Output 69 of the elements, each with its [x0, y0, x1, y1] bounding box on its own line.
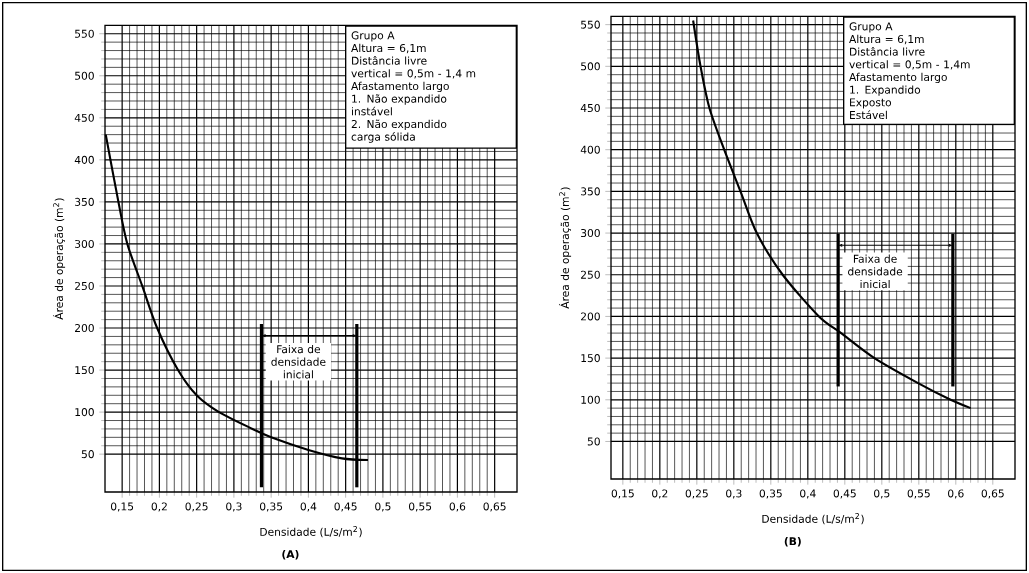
y-tick-label: 350: [75, 197, 94, 206]
annotation: Afastamento largo: [849, 72, 947, 84]
annotation: Altura = 6,1m: [849, 34, 924, 45]
x-tick-label: 0,2: [151, 502, 167, 512]
x-tick-label: 0,2: [652, 489, 668, 499]
y-tick-label: 150: [581, 354, 600, 363]
x-tick-label: 0,35: [759, 489, 782, 499]
x-tick-label: 0,55: [907, 489, 930, 499]
x-tick-label: 0,65: [483, 502, 506, 512]
text: (B): [784, 537, 801, 547]
annotation: vertical = 0,5m - 1,4 m: [351, 69, 476, 79]
y-tick-label: 50: [81, 450, 94, 459]
x-tick-label: 0,5: [874, 489, 890, 499]
y-tick-label: 400: [580, 145, 600, 154]
y-tick-label: 100: [75, 408, 94, 417]
x-tick-label: 0,45: [833, 489, 856, 499]
annotation: Distância livre: [352, 56, 427, 65]
y-axis-title: Área de operação (m$^{2}$): [52, 198, 66, 320]
annotation: Afastamento largo: [351, 81, 449, 93]
y-tick-label: 500: [75, 71, 94, 80]
x-axis-title: Densidade (L/s/m$^{2}$): [260, 526, 362, 538]
x-tick-label: 0,55: [408, 502, 432, 512]
x-tick-label: 0,25: [685, 489, 708, 499]
annotation: Altura = 6,1m: [351, 43, 426, 54]
x-tick-label: 0,3: [226, 502, 242, 512]
annotation: 2. Não expandido: [351, 119, 447, 131]
annotation: Exposto: [850, 98, 892, 109]
x-tick-label: 0,3: [726, 489, 742, 499]
x-tick-label: 0,25: [185, 502, 208, 512]
y-tick-label: 50: [587, 437, 600, 446]
y-tick-label: 200: [75, 323, 94, 333]
annotation: 1. Não expandido: [352, 94, 447, 105]
x-tick-label: 0,45: [334, 502, 357, 512]
x-tick-label: 0,6: [948, 489, 964, 499]
annotation: vertical = 0,5m - 1,4m: [849, 60, 970, 70]
annotation: carga sólida: [351, 132, 415, 143]
x-tick-label: 0,15: [611, 489, 634, 499]
y-tick-label: 200: [581, 312, 600, 321]
y-tick-label: 100: [581, 395, 600, 404]
x-tick-label: 0,15: [110, 502, 134, 512]
annotation: Estável: [850, 110, 887, 120]
y-tick-label: 300: [75, 239, 94, 248]
annotation: Grupo A: [849, 22, 893, 33]
x-tick-label: 0,5: [375, 502, 391, 512]
ref-line-label: Faixa de densidade inicial: [848, 254, 903, 289]
x-axis-title: Densidade (L/s/m$^{2}$): [762, 513, 864, 525]
y-tick-label: 550: [581, 20, 600, 29]
x-tick-label: 0,4: [300, 502, 317, 512]
x-tick-label: 0,35: [259, 502, 283, 512]
y-axis-title: Área de operação (m$^{2}$): [558, 187, 572, 309]
x-tick-label: 0,4: [800, 489, 816, 499]
y-tick-label: 450: [580, 103, 600, 113]
text: (A): [282, 550, 299, 560]
y-tick-label: 150: [75, 366, 94, 375]
y-tick-label: 300: [581, 229, 600, 238]
annotation: Distância livre: [850, 47, 925, 56]
y-tick-label: 250: [75, 281, 94, 291]
y-tick-label: 350: [581, 187, 600, 196]
ref-line-label: Faixa de densidade inicial: [271, 344, 326, 379]
y-tick-label: 500: [581, 62, 600, 71]
y-tick-label: 400: [74, 155, 94, 164]
annotation: Grupo A: [351, 31, 395, 42]
y-tick-label: 250: [581, 270, 600, 279]
annotation: instável: [352, 106, 392, 116]
annotation: 1. Expandido: [850, 85, 921, 96]
x-tick-label: 0,6: [449, 502, 466, 512]
y-tick-label: 450: [74, 113, 94, 122]
x-tick-label: 0,65: [981, 489, 1004, 499]
y-tick-label: 550: [75, 29, 94, 38]
